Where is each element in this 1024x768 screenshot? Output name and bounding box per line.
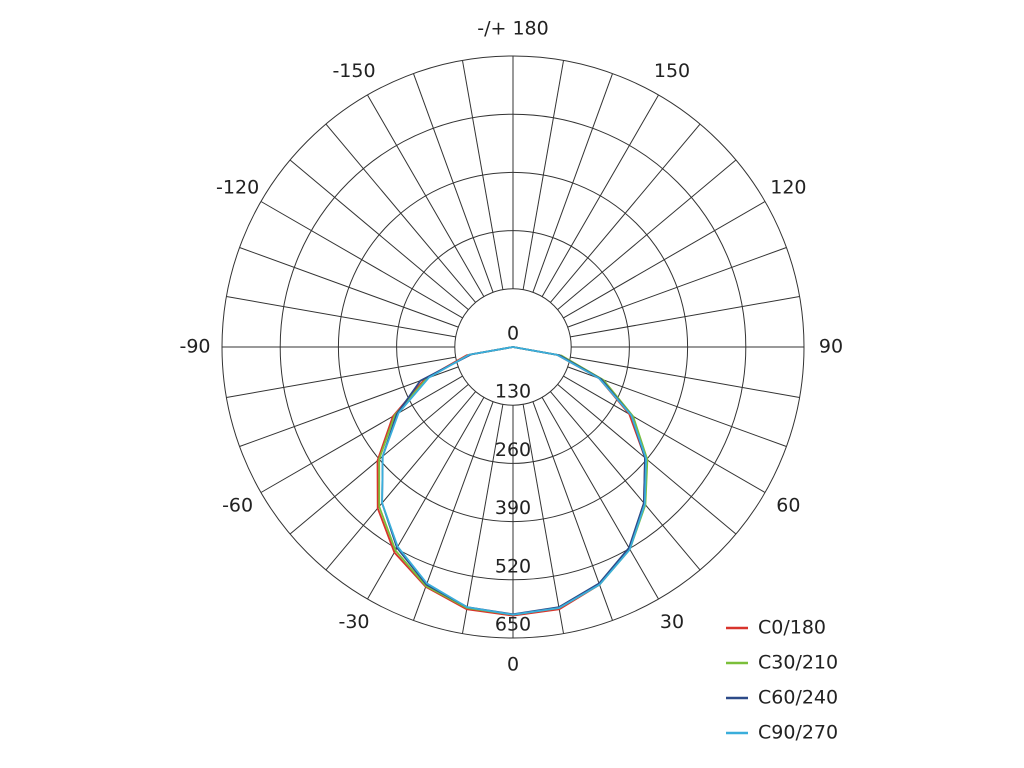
theta-tick-label: -90 (179, 336, 210, 358)
r-tick-label: 0 (507, 323, 519, 345)
theta-tick-label: 90 (819, 336, 843, 358)
grid-ring (221, 55, 805, 639)
theta-tick-label: 0 (507, 654, 519, 676)
r-tick-label: 130 (495, 381, 531, 403)
theta-tick-label: -/+ 180 (477, 18, 548, 40)
theta-tick-label: 30 (660, 611, 684, 633)
legend-label: C90/270 (758, 722, 838, 744)
theta-tick-label: -120 (216, 177, 259, 199)
r-tick-label: 520 (495, 555, 531, 577)
theta-tick-label: 150 (654, 60, 690, 82)
r-tick-label: 260 (495, 439, 531, 461)
legend-label: C0/180 (758, 617, 826, 639)
theta-tick-label: -60 (222, 495, 253, 517)
theta-tick-label: 60 (776, 495, 800, 517)
grid-ring (279, 113, 747, 581)
legend-label: C30/210 (758, 652, 838, 674)
grid-ring (396, 230, 630, 464)
series-line (381, 346, 648, 616)
theta-tick-label: 120 (770, 177, 806, 199)
theta-tick-label: -150 (332, 60, 375, 82)
theta-tick-label: -30 (338, 611, 369, 633)
legend-label: C60/240 (758, 687, 838, 709)
grid-ring (337, 171, 689, 523)
grid-ring (454, 288, 572, 406)
r-tick-label: 650 (495, 614, 531, 636)
r-tick-label: 390 (495, 497, 531, 519)
